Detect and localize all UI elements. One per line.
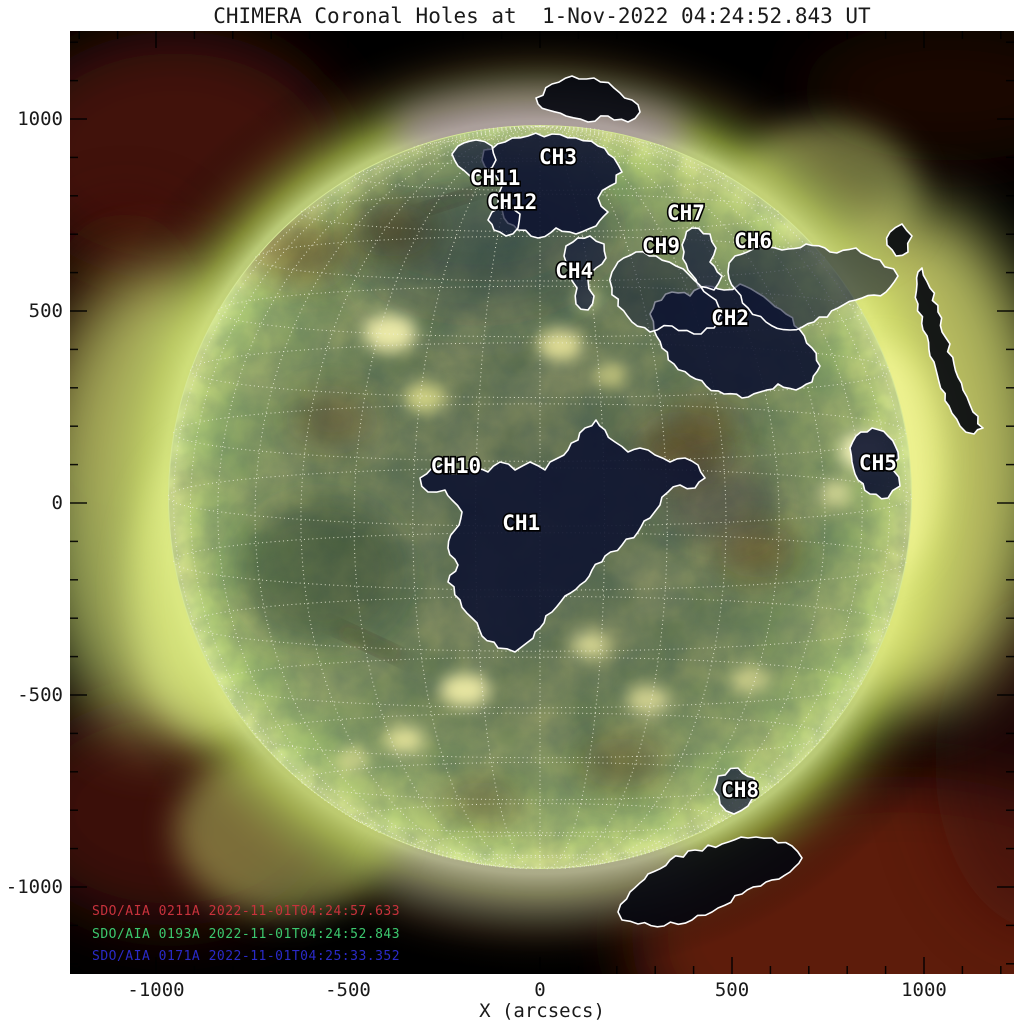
axis-tick-marks [70,31,1014,974]
coronal-hole-label: CH9 [642,234,680,258]
coronal-hole-label: CH3 [539,145,577,169]
y-tick-label: 1000 [17,108,63,130]
coronal-hole-outline [419,419,706,653]
y-tick-label: 0 [51,492,63,514]
plot-area: CH1 CH2 CH3 CH4 CH5 CH6 CH7 CH8 CH9 CH10 CH11 CH12 … [70,31,1014,974]
coronal-hole-outline [849,427,901,500]
coronal-hole-label: CH11 [470,166,521,190]
coronal-hole-label: CH1 [502,511,540,535]
coronal-hole-outline [451,139,497,177]
x-tick-label: 1000 [901,979,947,1001]
coronal-hole-outline [617,836,803,928]
y-tick-label: -500 [17,684,63,706]
x-tick-label: 500 [714,979,750,1001]
coronal-hole-outline [727,243,899,331]
aia-channel-annotation: SDO/AIA 0171A 2022-11-01T04:25:33.352 [92,949,401,964]
coronal-hole-label: CH8 [721,778,759,802]
x-axis-label: X (arcsecs) [479,1000,605,1022]
coronal-hole-label: CH7 [667,201,705,225]
coronal-hole-outline [487,205,521,237]
coronal-hole-outline [713,767,759,815]
coronal-hole-label: CH12 [487,190,538,214]
coronal-hole-outline [885,223,913,257]
coronal-hole-outline [681,227,723,291]
coronal-hole-label: CH10 [431,454,482,478]
coronal-hole-label: CH6 [734,229,772,253]
coronal-hole-outline [608,250,725,335]
coronal-hole-label: CH2 [711,306,749,330]
aia-channel-annotation: SDO/AIA 0211A 2022-11-01T04:24:57.633 [92,904,401,919]
y-tick-label: 500 [28,300,63,322]
coronal-hole-outline [914,267,984,435]
coronal-hole-outline [535,75,641,123]
coronal-hole-label: CH4 [555,259,593,283]
coronal-hole-contours [419,75,984,928]
x-tick-label: -1000 [127,979,185,1001]
aia-channel-annotation: SDO/AIA 0193A 2022-11-01T04:24:52.843 [92,926,401,942]
x-tick-label: -500 [325,979,371,1001]
coronal-hole-label: CH5 [859,451,897,475]
y-tick-label: -1000 [5,876,63,898]
x-tick-label: 0 [534,979,546,1001]
figure-title: CHIMERA Coronal Holes at 1-Nov-2022 04:2… [213,4,871,28]
coronal-hole-outline [563,235,607,311]
